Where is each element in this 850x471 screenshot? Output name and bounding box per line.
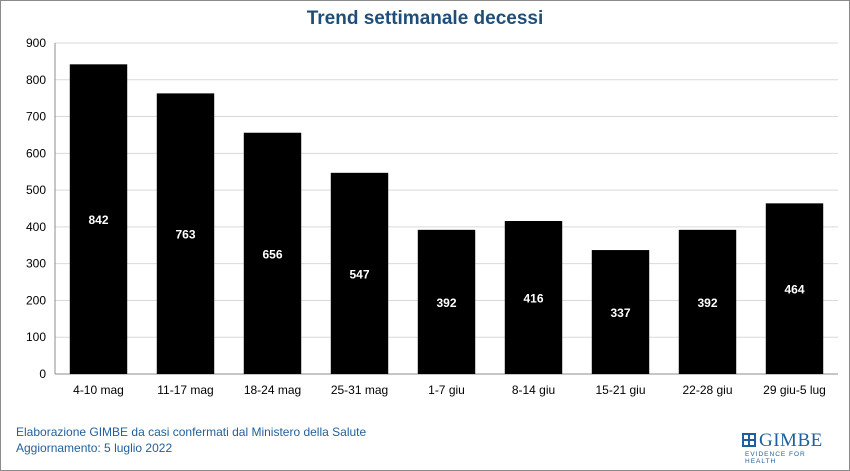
- data-label: 337: [610, 306, 630, 320]
- bar: [330, 172, 389, 374]
- data-label: 763: [175, 228, 195, 242]
- update-date: Aggiornamento: 5 luglio 2022: [16, 441, 173, 455]
- bar: [504, 221, 563, 374]
- gimbe-logo-mark-icon: [742, 433, 756, 447]
- y-tick-label: 500: [26, 183, 46, 197]
- data-label: 416: [523, 292, 543, 306]
- bar: [243, 132, 302, 374]
- x-tick-label: 4-10 mag: [73, 383, 124, 397]
- data-label: 842: [88, 213, 108, 227]
- x-tick-label: 11-17 mag: [157, 383, 213, 397]
- gimbe-logo: GIMBE EVIDENCE FOR HEALTH: [742, 430, 828, 465]
- y-tick-label: 800: [26, 73, 46, 87]
- x-tick-label: 22-28 giu: [682, 383, 732, 397]
- data-label: 392: [436, 296, 456, 310]
- x-tick-label: 1-7 giu: [428, 383, 465, 397]
- bar-chart: 0 100 200 300 400 500 600 700 800 900 842 4-10 mag 7…: [26, 36, 838, 397]
- bar: [156, 93, 215, 374]
- y-tick-label: 0: [39, 367, 46, 381]
- bar: [591, 250, 650, 374]
- data-label: 656: [262, 247, 282, 261]
- bar: [678, 229, 737, 374]
- y-tick-label: 200: [26, 293, 46, 307]
- y-tick-label: 900: [26, 36, 46, 50]
- logo-name: GIMBE: [759, 430, 823, 451]
- y-tick-label: 100: [26, 330, 46, 344]
- x-tick-label: 25-31 mag: [331, 383, 388, 397]
- y-tick-label: 700: [26, 110, 46, 124]
- data-label: 464: [784, 283, 804, 297]
- data-label: 547: [349, 267, 369, 281]
- bar: [417, 229, 476, 374]
- x-tick-label: 15-21 giu: [595, 383, 645, 397]
- data-label: 392: [697, 296, 717, 310]
- chart-title: Trend settimanale decessi: [306, 8, 544, 29]
- logo-tagline: EVIDENCE FOR HEALTH: [745, 451, 806, 465]
- bar: [765, 203, 824, 374]
- source-note: Elaborazione GIMBE da casi confermati da…: [16, 425, 367, 439]
- y-tick-label: 600: [26, 146, 46, 160]
- x-tick-label: 18-24 mag: [244, 383, 301, 397]
- x-tick-label: 29 giu-5 lug: [763, 383, 826, 397]
- y-tick-label: 400: [26, 220, 46, 234]
- x-tick-label: 8-14 giu: [512, 383, 555, 397]
- bar: [69, 64, 128, 374]
- y-tick-label: 300: [26, 257, 46, 271]
